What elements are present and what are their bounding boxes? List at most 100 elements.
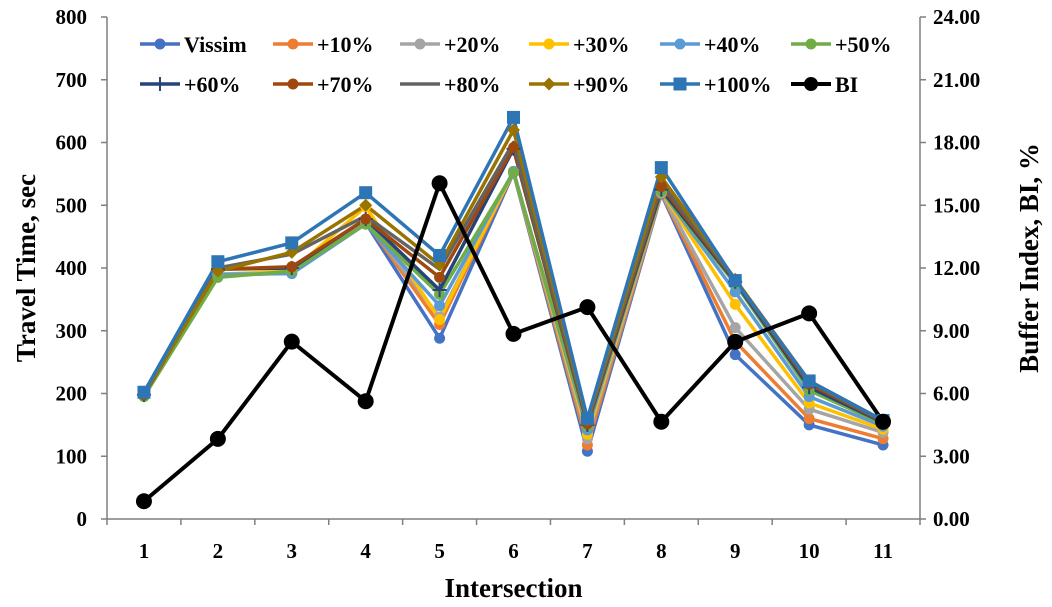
legend-label: +90%	[573, 72, 630, 97]
legend-label: +70%	[317, 72, 374, 97]
legend-swatch-marker	[674, 38, 686, 50]
data-point-plus100pct-3	[285, 236, 299, 250]
legend-label: +20%	[444, 32, 501, 57]
data-point-bi-10	[801, 305, 818, 322]
legend-label: +80%	[444, 72, 501, 97]
data-point-plus100pct-1	[137, 385, 151, 399]
data-point-plus30pct-9	[729, 298, 741, 310]
x-tick-label: 2	[213, 539, 224, 563]
x-tick-label: 8	[656, 539, 667, 563]
legend-swatch-marker	[287, 78, 299, 90]
y2-tick-label: 21.00	[933, 68, 980, 92]
legend-item-plus50pct: +50%	[791, 32, 892, 57]
data-point-vissim-5	[434, 332, 446, 344]
legend-swatch-marker	[543, 38, 555, 50]
y2-tick-label: 3.00	[933, 444, 970, 468]
y-tick-label: 300	[56, 319, 88, 343]
y2-tick-label: 15.00	[933, 193, 980, 217]
y-tick-label: 800	[56, 5, 88, 29]
legend-label: +30%	[573, 32, 630, 57]
legend-label: BI	[835, 72, 858, 97]
x-tick-label: 9	[730, 539, 741, 563]
plot-series-markers	[135, 110, 892, 510]
data-point-plus70pct-4	[360, 213, 372, 225]
legend-swatch-marker	[153, 77, 167, 91]
data-point-bi-8	[653, 413, 670, 430]
data-point-vissim-9	[729, 349, 741, 361]
x-tick-label: 7	[582, 539, 593, 563]
data-point-bi-11	[875, 413, 892, 430]
data-point-bi-3	[283, 333, 300, 350]
y2-tick-label: 9.00	[933, 319, 970, 343]
data-point-bi-6	[505, 325, 522, 342]
data-point-plus60pct-5	[432, 282, 447, 297]
data-point-bi-2	[209, 430, 226, 447]
data-point-plus100pct-2	[211, 255, 225, 269]
legend-item-plus70pct: +70%	[273, 72, 374, 97]
legend-swatch-marker	[287, 38, 299, 50]
data-point-plus70pct-8	[655, 180, 667, 192]
series-line-plus60pct	[142, 147, 884, 427]
legend-item-plus30pct: +30%	[529, 32, 630, 57]
legend-label: +60%	[184, 72, 241, 97]
y-tick-label: 100	[56, 444, 88, 468]
legend-item-plus80pct: +80%	[400, 72, 501, 97]
y2-tick-label: 18.00	[933, 131, 980, 155]
data-point-plus30pct-5	[434, 313, 446, 325]
data-point-plus70pct-5	[434, 271, 446, 283]
data-point-plus90pct-6	[507, 123, 520, 137]
legend-label: +10%	[317, 32, 374, 57]
chart-legend: Vissim +10% +20% +30% +40% +50% +60% +70% +80% +9…	[140, 32, 892, 97]
data-point-plus70pct-3	[286, 261, 298, 273]
legend-item-plus40pct: +40%	[660, 32, 761, 57]
data-point-plus20pct-9	[729, 322, 741, 334]
x-tick-label: 11	[873, 539, 893, 563]
x-tick-label: 4	[360, 539, 371, 563]
legend-item-plus90pct: +90%	[529, 72, 630, 97]
series-line-plus30pct	[142, 169, 884, 437]
legend-item-plus100pct: +100%	[660, 72, 772, 97]
legend-swatch-marker	[673, 77, 687, 91]
data-point-plus50pct-6	[508, 167, 519, 179]
legend-swatch-marker	[414, 38, 426, 50]
data-point-plus100pct-8	[654, 161, 668, 175]
data-point-plus100pct-10	[802, 374, 816, 388]
secondary-y-axis-title: Buffer Index, BI, %	[1014, 143, 1044, 373]
data-point-bi-5	[431, 175, 448, 192]
legend-item-plus20pct: +20%	[400, 32, 501, 57]
legend-swatch-marker	[805, 38, 817, 50]
y-tick-label: 600	[56, 131, 88, 155]
legend-label: +100%	[704, 72, 772, 97]
y2-tick-label: 12.00	[933, 256, 980, 280]
data-point-bi-7	[579, 299, 596, 316]
x-tick-label: 1	[139, 539, 150, 563]
y-tick-label: 500	[56, 193, 88, 217]
legend-item-plus10pct: +10%	[273, 32, 374, 57]
data-point-plus90pct-4	[359, 198, 373, 212]
legend-item-vissim: Vissim	[140, 32, 247, 57]
x-axis-title: Intersection	[445, 573, 583, 603]
x-tick-label: 5	[434, 539, 445, 563]
legend-swatch-marker	[804, 77, 818, 91]
data-point-plus100pct-9	[728, 274, 742, 288]
legend-label: +50%	[835, 32, 892, 57]
data-point-plus70pct-6	[508, 142, 519, 154]
data-point-plus40pct-9	[729, 286, 741, 298]
legend-swatch-marker	[154, 38, 166, 50]
chart-axes: 0 100 200 300 400 500 600 700 800 0.00 3.00 6.00 9.0…	[56, 5, 981, 563]
x-tick-label: 6	[508, 539, 519, 563]
data-point-bi-1	[135, 493, 152, 510]
data-point-bi-4	[357, 393, 374, 410]
series-line-plus10pct	[142, 170, 884, 447]
series-line-plus20pct	[142, 170, 884, 441]
y2-tick-label: 0.00	[933, 507, 970, 531]
x-tick-label: 10	[799, 539, 820, 563]
data-point-plus100pct-4	[359, 186, 373, 200]
y-tick-label: 0	[77, 507, 88, 531]
data-point-plus100pct-7	[580, 412, 594, 426]
data-point-plus40pct-5	[434, 300, 446, 312]
legend-item-plus60pct: +60%	[140, 72, 241, 97]
y-tick-label: 200	[56, 382, 88, 406]
legend-label: Vissim	[184, 32, 247, 57]
